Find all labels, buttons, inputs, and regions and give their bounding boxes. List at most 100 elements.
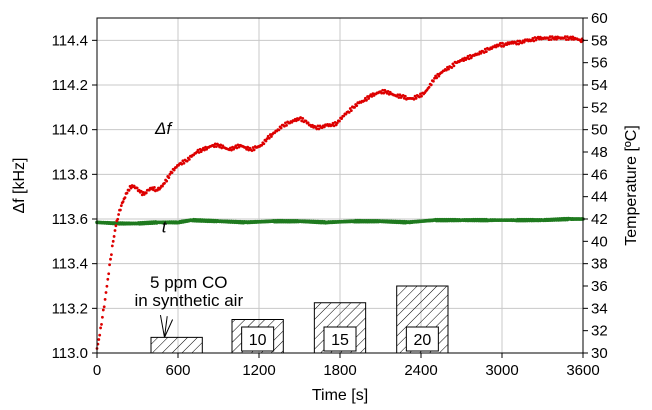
data-point [348,107,352,110]
data-point [172,168,176,172]
pulse-label-box [323,326,357,352]
data-point [370,94,374,98]
data-point [466,54,470,58]
y-right-tick-label: 56 [591,55,608,72]
y-left-tick-label: 114.4 [52,32,88,49]
data-point [196,148,200,152]
data-point [304,119,308,123]
data-point [549,38,553,41]
data-point [435,76,439,80]
data-point [135,186,139,190]
data-point [116,217,120,221]
data-point [552,37,556,41]
data-point [197,151,201,154]
data-point [125,191,129,195]
pulse-label: 15 [331,332,349,349]
data-point [109,257,112,261]
data-point [516,39,520,43]
data-point [219,143,223,147]
data-point [402,96,406,100]
data-point [477,52,481,56]
data-point [102,305,106,309]
data-point [494,45,498,49]
data-point [322,125,326,129]
data-point [104,291,108,294]
data-point [285,123,288,127]
data-point [187,157,191,161]
data-point [444,68,448,72]
data-point [163,181,166,185]
data-point [270,135,273,138]
data-point [119,208,122,212]
data-point [398,93,402,97]
data-point [452,64,456,68]
data-point [437,74,441,78]
data-point [165,179,169,183]
y-right-tick-label: 52 [591,99,608,116]
data-point [386,90,390,93]
data-point [129,186,133,190]
x-tick-label: 3600 [566,362,599,379]
data-point [279,126,283,130]
y-right-tick-label: 40 [591,233,608,250]
data-point [110,253,113,257]
pulse-label: 20 [413,332,431,349]
data-point [447,67,450,71]
data-point [203,148,206,152]
data-point [397,96,401,99]
data-point [220,146,224,150]
data-point [335,121,339,125]
pulse-label-box [241,326,275,352]
data-point [152,185,156,189]
data-point [381,88,385,92]
pulse-label-box [405,326,439,352]
data-point [433,76,436,80]
data-point [182,161,186,165]
y-left-tick-label: 114.0 [52,122,88,139]
data-point [99,326,102,330]
data-point [547,38,551,41]
data-point [482,51,486,54]
data-point [429,83,433,87]
data-point [185,159,189,163]
ticks: 0 600 1200 1800 2400 3000 3600 113.0 113.2 113.4 1… [52,10,608,379]
data-point [114,224,118,228]
y-right-tick-label: 36 [591,278,608,295]
data-point [468,53,472,57]
data-point [501,41,504,45]
x-tick-label: 2400 [404,362,437,379]
y-right-tick-label: 32 [591,323,608,340]
data-point [522,40,526,44]
data-point [214,145,218,149]
y-axis-left-title: Δf [kHz] [11,157,28,213]
data-point [262,142,266,146]
data-point [367,97,371,100]
series-temperature [95,216,585,226]
data-point [500,44,503,48]
data-point [569,35,572,39]
data-point [106,277,110,281]
data-point [570,37,574,41]
data-point [413,94,417,98]
data-point [264,139,268,143]
data-point [161,184,164,188]
data-point [117,213,120,216]
data-point [167,176,171,179]
data-point [517,42,521,46]
annotation-gas-carrier: in synthetic air [134,291,243,310]
data-point [420,94,423,98]
pulse-bar [150,336,203,354]
data-point [246,145,250,149]
data-point [316,124,320,128]
data-point [181,159,185,163]
data-point [299,116,302,119]
data-point [170,171,174,175]
data-point [103,298,107,301]
arrow-line [159,314,165,338]
data-point [213,142,217,146]
x-tick-label: 3000 [485,362,518,379]
data-point [301,116,305,120]
y-right-tick-label: 46 [591,166,608,183]
data-point [108,263,111,267]
data-point [432,79,435,83]
